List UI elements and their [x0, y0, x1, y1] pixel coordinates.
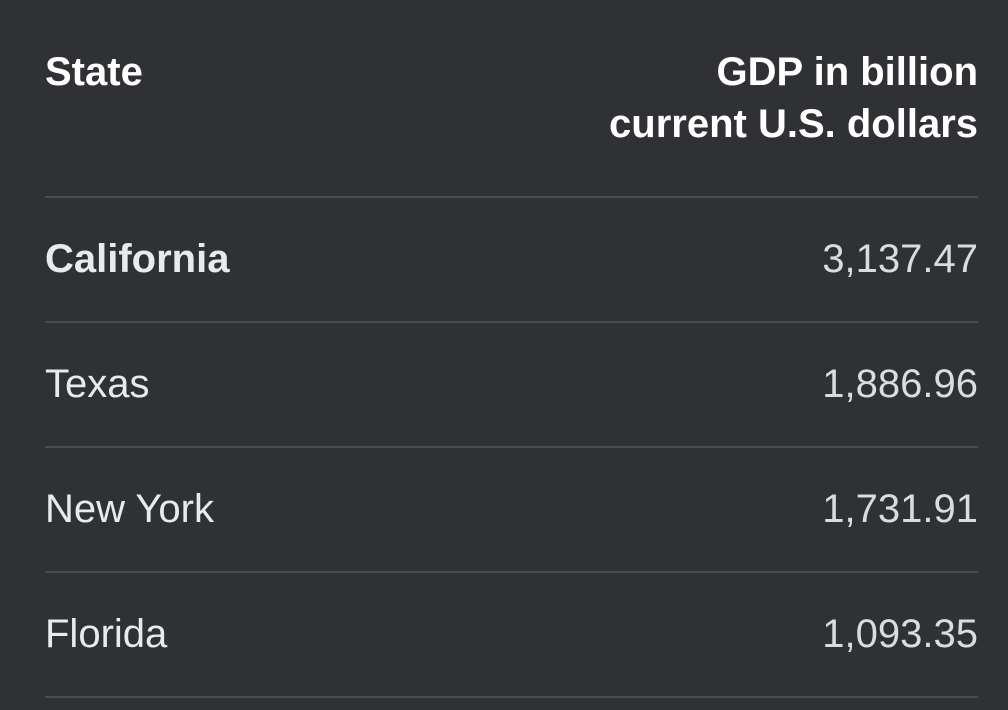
- header-row: State GDP in billion current U.S. dollar…: [45, 0, 978, 197]
- gdp-table: State GDP in billion current U.S. dollar…: [45, 0, 978, 698]
- gdp-cell: 1,886.96: [511, 321, 978, 447]
- gdp-cell: 1,731.91: [511, 446, 978, 572]
- state-cell: Florida: [45, 571, 512, 698]
- gdp-cell: 1,093.35: [511, 571, 978, 698]
- state-cell: New York: [45, 446, 512, 572]
- table-row: Texas 1,886.96: [45, 321, 978, 447]
- table-row: Florida 1,093.35: [45, 571, 978, 698]
- table-row: California 3,137.47: [45, 196, 978, 322]
- table-row: New York 1,731.91: [45, 446, 978, 572]
- header-cell: State: [45, 50, 143, 94]
- state-cell: California: [45, 196, 512, 322]
- header-cell: GDP in billion current U.S. dollars: [512, 0, 978, 197]
- state-cell: Texas: [45, 321, 512, 447]
- header-text: GDP in billion current U.S. dollars: [609, 50, 978, 146]
- table-body: California 3,137.47 Texas 1,886.96 New York 1…: [45, 196, 978, 698]
- table-header: State GDP in billion current U.S. dollar…: [45, 0, 978, 197]
- gdp-cell: 3,137.47: [511, 196, 978, 322]
- table-container: State GDP in billion current U.S. dollar…: [45, 0, 978, 698]
